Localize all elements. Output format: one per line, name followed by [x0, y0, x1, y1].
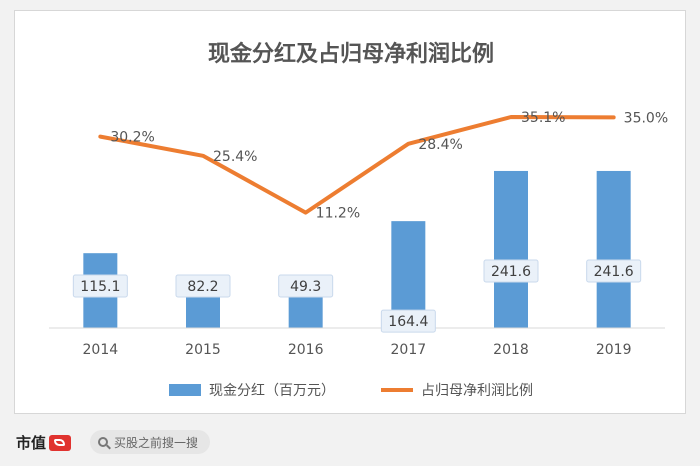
bar-data-label-text: 49.3 — [290, 279, 321, 295]
brand-name: 市值 — [16, 434, 47, 452]
bar-data-label-text: 241.6 — [491, 264, 531, 280]
chart-panel: 现金分红及占归母净利润比例 2014 2015 2016 2017 2018 2019 3… — [14, 10, 686, 414]
x-tick-label: 2014 — [83, 342, 119, 358]
bar-data-label-text: 241.6 — [594, 264, 634, 280]
line-data-label: 11.2% — [316, 206, 360, 222]
brand-wind-icon — [49, 434, 72, 451]
x-tick-label: 2017 — [391, 342, 427, 358]
bar-data-label-box — [278, 274, 334, 298]
bar-data-label: 164.4 — [380, 309, 436, 333]
line-data-label: 35.0% — [624, 110, 668, 126]
x-tick-label: 2019 — [596, 342, 632, 358]
bar-data-label: 82.2 — [175, 274, 231, 298]
bar-2018 — [494, 170, 528, 328]
chart-canvas: 现金分红及占归母净利润比例 2014 2015 2016 2017 2018 2019 3… — [49, 41, 668, 399]
line-data-label: 25.4% — [213, 149, 257, 165]
legend: 现金分红（百万元） 占归母净利润比例 — [169, 382, 533, 399]
line-data-label: 35.1% — [521, 110, 565, 126]
bar-data-label: 115.1 — [72, 274, 128, 298]
bar-data-label-text: 82.2 — [187, 279, 218, 295]
brand-logo[interactable]: 市值 — [16, 432, 72, 453]
chart-title: 现金分红及占归母净利润比例 — [208, 41, 494, 67]
bar-data-label: 49.3 — [278, 274, 334, 298]
legend-bar-swatch — [169, 384, 201, 396]
x-tick-label: 2016 — [288, 342, 324, 358]
bar-data-label-box — [586, 259, 642, 283]
bar-2016 — [288, 295, 323, 328]
footer-bar: 市值 买股之前搜一搜 — [0, 420, 700, 466]
ratio-line — [98, 115, 616, 215]
line-data-label: 28.4% — [418, 137, 462, 153]
x-tick-label: 2015 — [185, 342, 221, 358]
bar-data-label: 241.6 — [586, 259, 642, 283]
legend-bar-label: 现金分红（百万元） — [209, 383, 335, 399]
bar-2019 — [596, 170, 631, 328]
bar-data-label-box — [72, 274, 128, 298]
bar-data-label-box — [175, 274, 231, 298]
bar-data-label-box — [483, 259, 539, 283]
line-data-label: 30.2% — [110, 130, 154, 146]
legend-line-label: 占归母净利润比例 — [421, 382, 533, 399]
bar-data-label-text: 115.1 — [80, 279, 120, 295]
search-box[interactable]: 买股之前搜一搜 — [90, 430, 211, 454]
bar-data-label-box — [380, 309, 436, 333]
search-icon — [98, 437, 108, 447]
bar-data-label: 241.6 — [483, 259, 539, 283]
bar-data-label-text: 164.4 — [388, 314, 428, 330]
search-placeholder: 买股之前搜一搜 — [114, 435, 199, 450]
x-tick-label: 2018 — [493, 342, 529, 358]
